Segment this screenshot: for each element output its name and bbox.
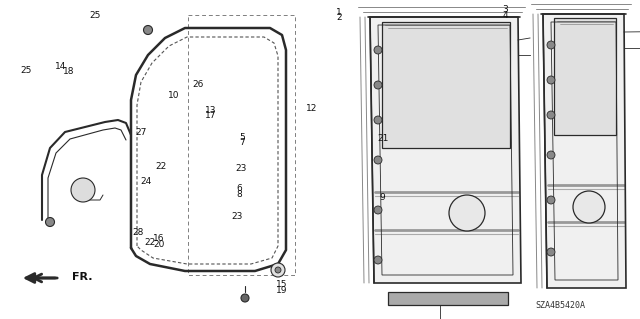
- Text: 14: 14: [55, 62, 67, 71]
- Circle shape: [449, 195, 485, 231]
- Circle shape: [275, 267, 281, 273]
- Circle shape: [547, 196, 555, 204]
- Circle shape: [374, 206, 382, 214]
- Text: 8: 8: [237, 190, 242, 199]
- Text: 22: 22: [145, 238, 156, 247]
- Circle shape: [547, 248, 555, 256]
- Circle shape: [374, 81, 382, 89]
- Text: 13: 13: [205, 106, 217, 115]
- Polygon shape: [543, 14, 626, 288]
- Text: 20: 20: [153, 240, 164, 249]
- Circle shape: [374, 156, 382, 164]
- Text: 3: 3: [503, 5, 508, 14]
- Polygon shape: [370, 17, 521, 283]
- Circle shape: [143, 26, 152, 34]
- Circle shape: [547, 151, 555, 159]
- Text: 25: 25: [20, 66, 31, 75]
- Text: 1: 1: [337, 8, 342, 17]
- Text: 5: 5: [239, 133, 244, 142]
- Circle shape: [547, 76, 555, 84]
- Text: 27: 27: [135, 128, 147, 137]
- Circle shape: [374, 256, 382, 264]
- Text: 15: 15: [276, 280, 287, 289]
- Text: FR.: FR.: [72, 272, 93, 282]
- Circle shape: [374, 116, 382, 124]
- Circle shape: [241, 294, 249, 302]
- Text: 10: 10: [168, 91, 180, 100]
- Text: 9: 9: [380, 193, 385, 202]
- Text: 28: 28: [132, 228, 143, 237]
- Text: 7: 7: [239, 138, 244, 147]
- Text: 16: 16: [153, 234, 164, 243]
- Text: 26: 26: [193, 80, 204, 89]
- Polygon shape: [382, 22, 510, 148]
- Circle shape: [573, 191, 605, 223]
- Circle shape: [547, 111, 555, 119]
- Text: 4: 4: [503, 11, 508, 20]
- Text: 2: 2: [337, 13, 342, 22]
- Text: 25: 25: [89, 11, 100, 20]
- Text: 6: 6: [237, 184, 242, 193]
- Circle shape: [547, 41, 555, 49]
- Text: 24: 24: [140, 177, 152, 186]
- Text: SZA4B5420A: SZA4B5420A: [535, 300, 585, 309]
- Circle shape: [71, 178, 95, 202]
- Text: 19: 19: [276, 286, 287, 295]
- Circle shape: [374, 46, 382, 54]
- Polygon shape: [388, 292, 508, 305]
- Circle shape: [271, 263, 285, 277]
- Text: 22: 22: [156, 162, 167, 171]
- Text: 12: 12: [306, 104, 317, 113]
- Text: 23: 23: [235, 164, 246, 173]
- Text: 23: 23: [231, 212, 243, 221]
- Text: 17: 17: [205, 111, 217, 120]
- Text: 18: 18: [63, 67, 75, 76]
- Polygon shape: [554, 18, 616, 135]
- Text: 21: 21: [377, 134, 388, 143]
- Circle shape: [45, 218, 54, 226]
